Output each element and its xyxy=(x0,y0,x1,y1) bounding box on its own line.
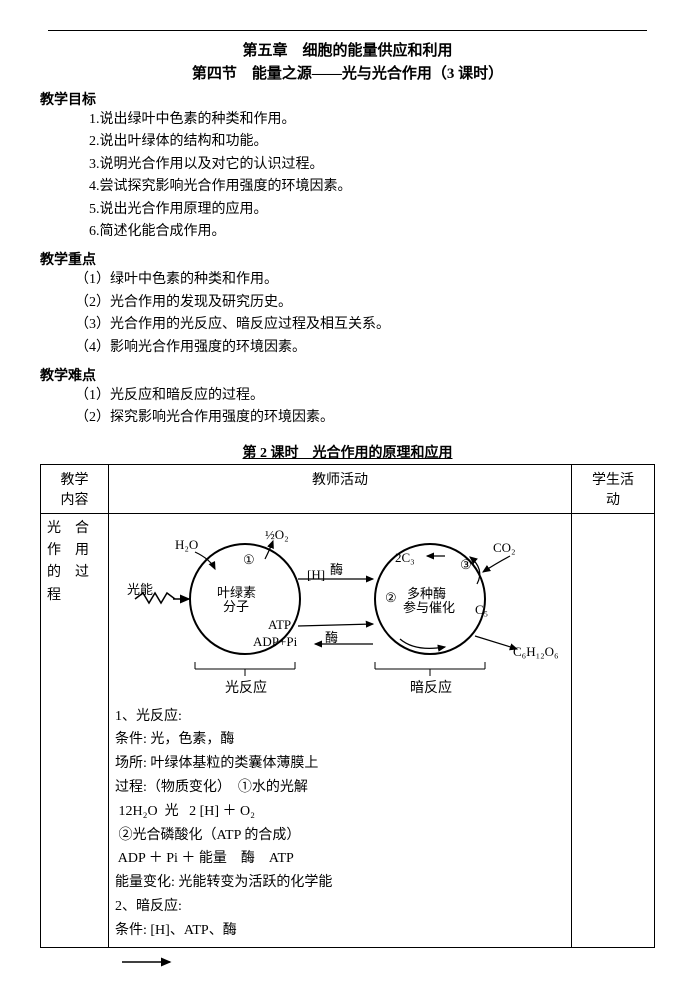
diagram-label-atp: ATP xyxy=(268,617,291,632)
lesson-table: 教学 内容 教师活动 学生活 动 光 合 作 用 的 过 程 xyxy=(40,464,655,948)
diagram-label-num1: ① xyxy=(243,552,255,567)
table-header-col1: 教学 内容 xyxy=(41,464,109,513)
teacher-line: 1、光反应: xyxy=(115,705,565,729)
objective-item: 2.说出叶绿体的结构和功能。 xyxy=(89,131,655,153)
objective-item: 6.简述化能合成作用。 xyxy=(89,221,655,243)
teacher-text: 1、光反应: 条件: 光，色素，酶 场所: 叶绿体基粒的类囊体薄膜上 过程:（物… xyxy=(115,705,565,943)
row-col2-teacher: 光能 叶绿素分子 H₂O ½O₂ ① [H] 酶 xyxy=(109,513,572,947)
row-col1: 光 合 作 用 的 过 程 xyxy=(41,513,109,947)
diagram-label-co2: CO₂ xyxy=(493,540,516,555)
row-col3-student xyxy=(572,513,655,947)
teacher-line: ②光合磷酸化（ATP 的合成） xyxy=(115,824,565,848)
keypoint-item: （1）绿叶中色素的种类和作用。 xyxy=(75,269,655,291)
diagram-label-chlorophyll: 叶绿素分子 xyxy=(217,585,256,614)
keypoint-item: （3）光合作用的光反应、暗反应过程及相互关系。 xyxy=(75,314,655,336)
diagram-label-h2o: H₂O xyxy=(175,537,198,552)
diagram-label-2c3: 2C₃ xyxy=(395,550,415,565)
diagram-label-num3: ③ xyxy=(460,557,472,572)
teacher-line: 条件: [H]、ATP、酶 xyxy=(115,919,565,943)
diagram-label-enzyme1: 酶 xyxy=(330,562,343,577)
chapter-title: 第五章 细胞的能量供应和利用 xyxy=(40,39,655,60)
difficulty-item: （1）光反应和暗反应的过程。 xyxy=(75,385,655,407)
diagram-label-glucose: C₆H₁₂O₆ xyxy=(513,644,559,659)
diagram-label-light: 光能 xyxy=(127,582,153,597)
diagram-label-enzyme2: 酶 xyxy=(325,630,338,645)
keypoint-item: （2）光合作用的发现及研究历史。 xyxy=(75,292,655,314)
objectives-heading: 教学目标 xyxy=(40,89,655,109)
table-header-col3: 学生活 动 xyxy=(572,464,655,513)
keypoints-heading: 教学重点 xyxy=(40,249,655,269)
teacher-line: 条件: 光，色素，酶 xyxy=(115,728,565,752)
diagram-label-c5: C₅ xyxy=(475,602,488,617)
teacher-line: 过程:（物质变化） ①水的光解 xyxy=(115,776,565,800)
lesson-title: 第 2 课时 光合作用的原理和应用 xyxy=(40,442,655,462)
diagram-label-half-o2: ½O₂ xyxy=(265,527,289,542)
objective-item: 5.说出光合作用原理的应用。 xyxy=(89,199,655,221)
diagram-label-lightrxn: 光反应 xyxy=(225,679,267,696)
teacher-line: 12H₂O 光 2 [H] ＋ O₂ xyxy=(115,800,565,824)
diagram-label-h: [H] xyxy=(307,567,325,582)
section-title: 第四节 能量之源——光与光合作用（3 课时） xyxy=(40,62,655,83)
diagram-label-darkrxn: 暗反应 xyxy=(410,679,452,696)
objective-item: 4.尝试探究影响光合作用强度的环境因素。 xyxy=(89,176,655,198)
objective-item: 1.说出绿叶中色素的种类和作用。 xyxy=(89,109,655,131)
lone-arrow xyxy=(40,954,655,974)
table-header-col2: 教师活动 xyxy=(109,464,572,513)
difficulties-heading: 教学难点 xyxy=(40,365,655,385)
diagram-label-num2: ② xyxy=(385,590,397,605)
teacher-line: 能量变化: 光能转变为活跃的化学能 xyxy=(115,871,565,895)
diagram-label-adppi: ADP+Pi xyxy=(253,634,298,649)
photosynthesis-diagram: 光能 叶绿素分子 H₂O ½O₂ ① [H] 酶 xyxy=(115,524,565,699)
difficulty-item: （2）探究影响光合作用强度的环境因素。 xyxy=(75,407,655,429)
teacher-line: ADP ＋ Pi ＋ 能量 酶 ATP xyxy=(115,847,565,871)
diagram-label-multienzyme: 多种酶参与催化 xyxy=(403,586,455,615)
teacher-line: 2、暗反应: xyxy=(115,895,565,919)
objective-item: 3.说明光合作用以及对它的认识过程。 xyxy=(89,154,655,176)
teacher-line: 场所: 叶绿体基粒的类囊体薄膜上 xyxy=(115,752,565,776)
keypoint-item: （4）影响光合作用强度的环境因素。 xyxy=(75,337,655,359)
